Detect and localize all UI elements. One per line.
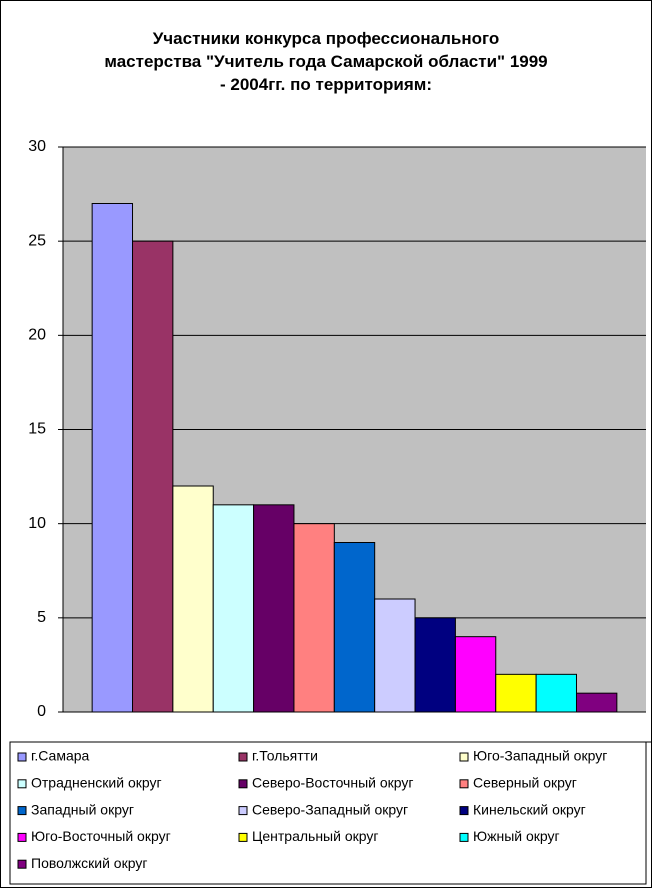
y-tick-label: 30 <box>28 138 46 155</box>
legend-label: Северо-Западный округ <box>252 801 408 817</box>
y-tick-label: 25 <box>28 232 46 249</box>
legend-label: Юго-Восточный округ <box>31 828 171 844</box>
legend-swatch <box>459 752 469 762</box>
legend-swatch <box>17 806 27 816</box>
bar <box>172 485 214 713</box>
legend-swatch <box>17 752 27 762</box>
bar <box>132 240 174 713</box>
bar <box>91 203 134 713</box>
y-tick-label: 0 <box>37 703 46 720</box>
legend-swatch <box>459 806 469 816</box>
legend-swatch <box>459 832 469 842</box>
legend-swatch <box>17 779 27 789</box>
bar <box>414 617 456 713</box>
legend-swatch <box>459 779 469 789</box>
bar <box>535 673 577 713</box>
y-tick-label: 5 <box>37 609 46 626</box>
legend-label: Юго-Западный округ <box>473 748 607 764</box>
legend-label: Западный округ <box>31 801 134 817</box>
bar <box>575 692 618 713</box>
legend-swatch <box>17 859 27 869</box>
bar <box>495 673 537 713</box>
legend-label: Отрадненский округ <box>31 775 162 791</box>
chart-title: Участники конкурса профессионального маст… <box>104 29 547 94</box>
y-tick-label: 20 <box>28 327 46 344</box>
legend-box <box>9 741 647 885</box>
legend-label: г.Тольятти <box>252 748 318 764</box>
legend-swatch <box>238 752 248 762</box>
bar <box>333 542 376 713</box>
bar <box>212 504 255 713</box>
legend-swatch <box>238 832 248 842</box>
legend-label: Северо-Восточный округ <box>252 775 414 791</box>
bar <box>454 636 497 713</box>
legend-label: Поволжский округ <box>31 855 147 871</box>
legend-label: Кинельский округ <box>473 801 586 817</box>
y-tick-label: 15 <box>28 421 46 438</box>
bar <box>253 504 295 713</box>
legend-swatch <box>17 832 27 842</box>
bar <box>374 598 416 713</box>
legend-label: Северный округ <box>473 775 577 791</box>
legend-label: г.Самара <box>31 748 90 764</box>
legend-label: Южный округ <box>473 828 560 844</box>
legend-swatch <box>238 806 248 816</box>
bar <box>293 523 335 713</box>
y-tick-label: 10 <box>28 515 46 532</box>
legend-swatch <box>238 779 248 789</box>
legend-label: Центральный округ <box>252 828 378 844</box>
